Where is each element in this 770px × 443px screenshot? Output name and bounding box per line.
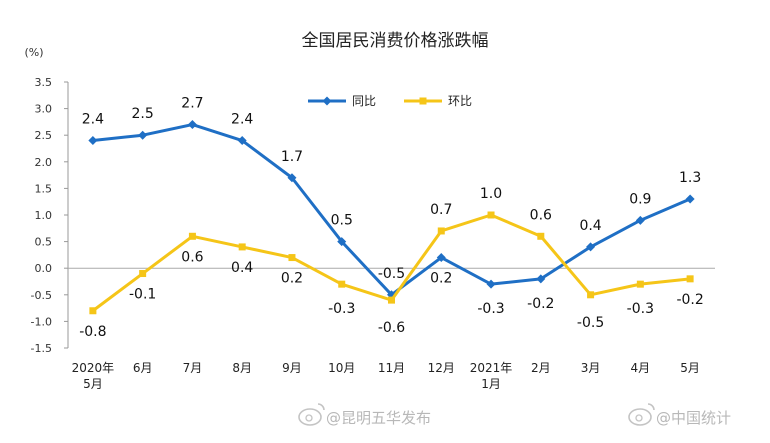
data-point [139,270,147,278]
data-label: 0.4 [231,260,253,276]
y-tick-label: 0.0 [35,262,53,275]
data-point [338,280,346,288]
data-label: -0.5 [577,315,604,331]
y-tick-label: 2.5 [35,129,53,142]
data-point [238,243,246,251]
data-label: 0.2 [281,271,303,287]
y-axis-unit: (%) [24,46,43,59]
data-labels: 2.4 2.5 2.7 2.4 1.7 0.5 -0.5 0.2 -0.3 -0.2 0.4 0.9 1… [79,96,704,340]
legend-marker [419,97,427,105]
x-tick-label: 6月 [133,361,153,375]
chart-title: 全国居民消费价格涨跌幅 [302,31,489,51]
y-tick-label: 1.0 [35,209,53,222]
y-tick-label: -1.0 [31,315,52,328]
data-point [686,275,694,283]
x-tick-label: 5月 [83,377,103,391]
data-label: 0.6 [530,207,552,223]
data-point [138,130,148,140]
x-tick-label: 2021年 [470,361,513,375]
x-tick-label: 4月 [631,361,651,375]
data-point [685,194,695,204]
x-tick-label: 3月 [581,361,601,375]
data-label: 0.5 [331,213,353,229]
data-point [287,173,297,183]
data-label: 0.2 [430,271,452,287]
x-tick-label: 8月 [232,361,252,375]
x-tick-label: 12月 [428,361,455,375]
x-tick-label: 2020年 [72,361,115,375]
data-point [436,253,446,263]
data-label: 2.4 [231,112,253,128]
y-tick-label: 3.5 [35,76,53,89]
data-label: -0.3 [477,301,504,317]
data-label: 2.5 [132,106,154,122]
data-point [337,237,347,247]
data-point [487,211,495,219]
legend-label: 环比 [448,94,472,108]
x-tick-label: 10月 [328,361,355,375]
weibo-icon [628,403,655,426]
legend-label: 同比 [352,94,376,108]
data-point [88,136,98,146]
x-tick-label: 11月 [378,361,405,375]
x-tick-label: 5月 [680,361,700,375]
data-label: -0.2 [527,296,554,312]
legend-marker [322,96,332,106]
data-point [288,254,296,262]
data-label: 0.9 [629,191,651,207]
data-label: 0.6 [181,249,203,265]
data-point [536,274,546,284]
data-point [586,242,596,252]
x-axis: 2020年 5月 6月 7月 8月 9月 10月 11月 12月 2021年 1月 2月 3月 4月 5月 [68,267,715,391]
x-tick-label: 1月 [481,377,501,391]
y-tick-label: -0.5 [31,289,52,302]
data-label: 0.4 [579,218,601,234]
y-tick-label: 1.5 [35,182,53,195]
watermark-text: @中国统计 [656,409,731,427]
data-label: 2.4 [82,112,104,128]
data-point [537,232,545,240]
data-point [587,291,595,299]
y-tick-label: 2.0 [35,156,53,169]
data-label: 2.7 [181,96,203,112]
data-point [188,232,196,240]
data-label: -0.2 [676,292,703,308]
data-label: -0.3 [627,301,654,317]
data-label: 0.7 [430,202,452,218]
data-point [237,136,247,146]
data-point [636,280,644,288]
data-label: 1.0 [480,186,502,202]
data-point [187,120,197,130]
y-tick-label: 0.5 [35,236,53,249]
watermark: @昆明五华发布 @中国统计 [298,403,731,427]
data-point [486,279,496,289]
data-point [437,227,445,235]
watermark-text: @昆明五华发布 [326,409,431,427]
data-label: -0.3 [328,301,355,317]
data-label: 1.7 [281,149,303,165]
x-tick-label: 7月 [183,361,203,375]
legend: 同比 环比 [308,94,472,108]
y-axis: 3.5 3.0 2.5 2.0 1.5 1.0 0.5 0.0 -0.5 -1.0 -1.5 [31,76,69,355]
data-point [388,296,395,304]
y-tick-label: -1.5 [31,342,52,355]
data-label: -0.5 [378,266,405,282]
x-tick-label: 2月 [531,361,551,375]
series-layer [88,120,695,315]
data-point [89,307,97,315]
y-tick-label: 3.0 [35,103,53,116]
data-label: -0.6 [378,320,405,336]
data-label: 1.3 [679,170,701,186]
weibo-icon [298,403,325,426]
x-tick-label: 9月 [282,361,302,375]
data-label: -0.1 [129,287,156,303]
data-label: -0.8 [79,324,106,340]
data-point [635,215,645,225]
